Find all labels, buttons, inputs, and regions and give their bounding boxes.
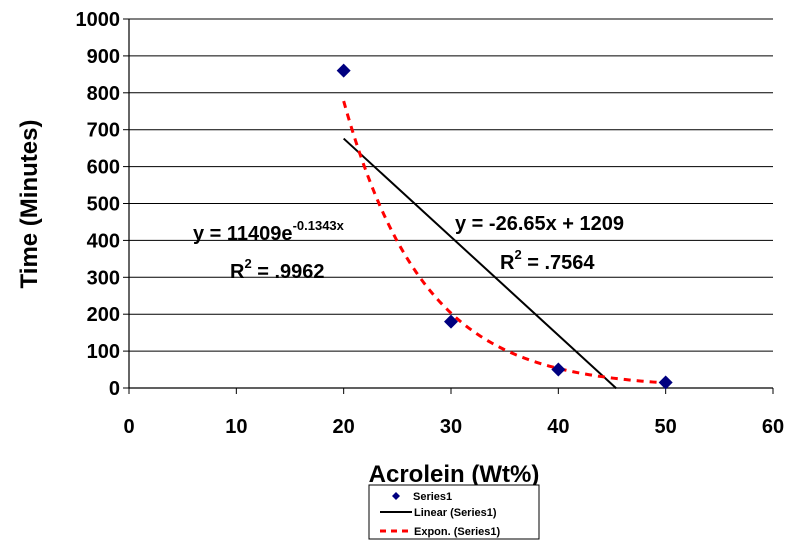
legend-series1-label: Series1 [413,491,452,503]
series1-point [444,314,458,329]
exponential-r2: R2 = .9962 [230,256,325,283]
legend-expon-label: Expon. (Series1) [414,526,501,538]
y-tick-labels: 0 100 200 300 400 500 600 700 800 900 1000 [76,9,121,400]
linear-equation: y = -26.65x + 1209 [455,213,624,235]
legend-linear-label: Linear (Series1) [414,507,497,519]
x-tick-label: 0 [123,416,134,438]
x-tick-label: 20 [333,416,355,438]
series1-points [336,63,673,390]
y-tick-label: 500 [87,194,120,216]
x-tick-labels: 0 10 20 30 40 50 60 [123,416,784,438]
x-tick-label: 60 [762,416,784,438]
x-tick-label: 40 [547,416,569,438]
axes [123,18,774,394]
y-tick-label: 700 [87,120,120,142]
linear-r2: R2 = .7564 [500,247,595,274]
exponential-trendline [342,100,666,385]
y-tick-label: 900 [87,46,120,68]
x-axis-title: Acrolein (Wt%) [369,461,540,488]
y-tick-label: 300 [87,267,120,289]
y-tick-label: 100 [87,341,120,363]
gridlines [129,18,773,352]
x-tick-label: 30 [440,416,462,438]
legend: Series1 Linear (Series1) Expon. (Series1… [368,484,540,540]
y-tick-label: 400 [87,230,120,252]
y-tick-label: 0 [109,378,120,400]
legend-series1-marker [392,492,400,500]
y-axis-title: Time (Minutes) [16,120,43,289]
y-tick-label: 200 [87,304,120,326]
exponential-trendline-path [342,100,666,385]
linear-trendline-path [342,137,617,390]
y-tick-label: 1000 [76,9,121,31]
linear-trendline [342,137,617,390]
series1-point [551,362,566,377]
exponential-equation: y = 11409e-0.1343x [193,218,345,245]
series1-point [658,375,673,390]
y-tick-label: 800 [87,83,120,105]
series1-point [336,63,351,78]
x-tick-label: 10 [225,416,247,438]
x-tick-label: 50 [655,416,677,438]
y-tick-label: 600 [87,157,120,179]
